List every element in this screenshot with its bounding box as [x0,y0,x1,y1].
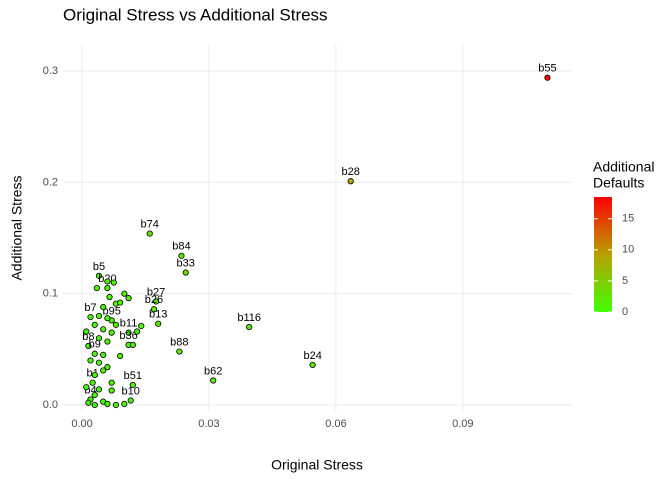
x-tick-label: 0.06 [325,418,346,430]
point [95,386,103,393]
point [129,341,136,348]
point [100,351,107,358]
point-label: b88 [170,336,188,348]
point [117,352,124,360]
y-tick-label: 0.1 [43,288,58,300]
point [176,348,183,355]
point [100,303,107,311]
point [95,359,103,366]
point [87,357,94,364]
y-axis-label: Additional Stress [9,175,25,280]
x-tick-label: 0.03 [198,418,219,430]
x-tick-label: 0.09 [452,418,473,430]
y-tick-label: 0.3 [43,65,58,77]
point-label: b13 [149,309,167,321]
point [87,313,94,321]
chart-title: Original Stress vs Additional Stress [63,5,328,24]
point [210,377,217,384]
point-label: b95 [102,305,120,317]
y-tick-label: 0.2 [43,176,58,188]
point [104,364,111,371]
point-label: b36 [119,330,137,342]
point [104,338,111,345]
point [309,361,316,369]
point [91,391,98,399]
point-label: b27 [147,286,165,298]
point [117,299,124,306]
x-tick-label: 0.00 [71,418,92,430]
point [112,401,119,409]
point [347,178,354,185]
point-label: b74 [141,218,159,230]
point-label: b11 [120,318,138,330]
colorbar-label: 0 [622,306,628,318]
point [146,230,153,237]
point-label: b55 [538,63,556,75]
point [108,329,115,336]
legend-title: Additional [593,159,655,175]
point-label: b26 [145,294,163,306]
colorbar-label: 5 [622,275,628,287]
point [85,399,92,406]
point [150,306,158,313]
point [108,387,115,394]
point [152,298,160,305]
point [178,252,185,259]
point-label: b9 [89,339,101,351]
point [100,367,107,374]
point [127,397,134,404]
point [182,269,189,276]
point-label: b24 [303,350,321,362]
point [112,321,119,328]
point [108,379,115,386]
legend-title: Defaults [593,175,644,191]
point [544,74,551,81]
point [91,321,98,328]
y-tick-label: 0.0 [43,399,58,411]
point [83,384,90,391]
point [91,371,98,379]
point [125,295,132,302]
point [95,272,103,279]
colorbar-label: 10 [622,244,634,256]
point [93,285,100,292]
point-label: b10 [122,385,140,397]
point [85,342,92,350]
point-label: b33 [177,257,195,269]
point [121,400,128,407]
point [91,401,98,409]
point-label: b7 [84,302,96,314]
colorbar [594,197,612,312]
point [100,326,107,333]
point [104,285,111,292]
point [104,400,111,407]
point [155,320,162,327]
point [110,279,117,286]
point [129,381,136,389]
point [95,335,103,342]
point [121,290,128,297]
point-label: b84 [172,241,190,253]
point-label: b5 [93,261,105,273]
point-label: b51 [124,370,142,382]
point [133,328,141,335]
point [91,350,98,357]
point-label: b28 [342,166,360,178]
point [106,293,113,301]
point [125,329,132,336]
point [83,328,90,335]
x-axis-label: Original Stress [271,457,363,473]
colorbar-label: 15 [622,213,634,225]
point [89,379,96,386]
point [138,322,145,330]
point-label: b116 [237,312,261,324]
point [246,323,253,331]
point [104,278,111,285]
point [104,315,111,322]
point-label: b62 [204,365,222,377]
point [95,312,103,320]
